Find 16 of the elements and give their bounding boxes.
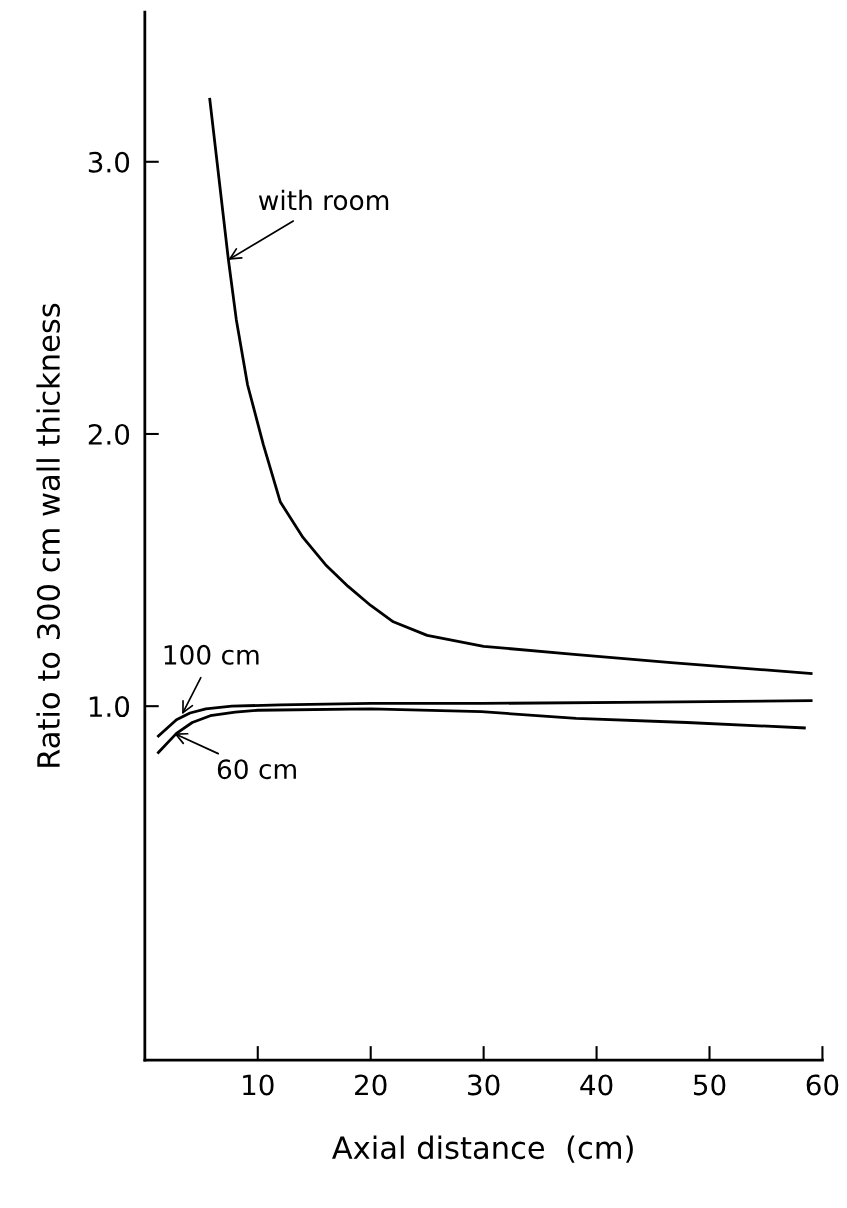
x-tick-label: 30 (468, 1074, 500, 1096)
y-tick-label: 3.0 (88, 151, 130, 173)
y-tick-label: 2.0 (88, 423, 130, 445)
x-tick-label: 60 (806, 1074, 839, 1096)
line-series (157, 699, 813, 738)
y-axis-title: Ratio to 300 cm wall thickness (36, 303, 61, 767)
x-tick-label: 40 (580, 1074, 613, 1096)
y-tick-label: 1.0 (89, 696, 130, 718)
line-series (157, 707, 806, 754)
x-tick-label: 50 (693, 1074, 726, 1096)
annotation: 60 cm (217, 759, 296, 780)
annotation: 100 cm (164, 644, 259, 665)
x-axis-title: Axial distance (cm) (332, 1135, 633, 1163)
annotation: with room (258, 189, 389, 211)
x-tick-label: 10 (243, 1074, 274, 1096)
x-tick-label: 20 (355, 1074, 387, 1096)
